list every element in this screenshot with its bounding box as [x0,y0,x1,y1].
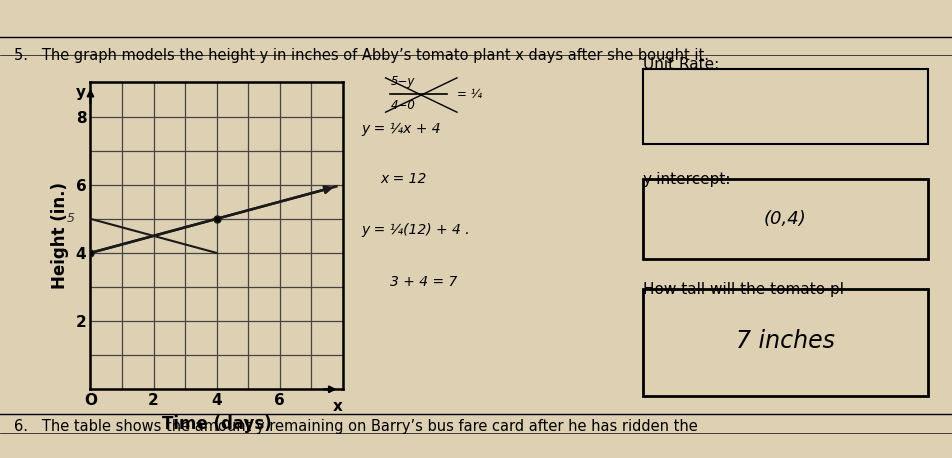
Text: x = 12: x = 12 [381,172,427,186]
Text: 3 + 4 = 7: 3 + 4 = 7 [390,275,458,289]
Y-axis label: Height (in.): Height (in.) [50,182,69,289]
Text: Unit Rate:: Unit Rate: [643,57,719,72]
Text: 6.   The table shows the amount y remaining on Barry’s bus fare card after he ha: 6. The table shows the amount y remainin… [14,419,698,434]
Text: y = ¼x + 4: y = ¼x + 4 [362,122,442,136]
Text: 5: 5 [67,213,74,225]
Text: 5.   The graph models the height y in inches of Abby’s tomato plant x days after: 5. The graph models the height y in inch… [14,48,709,63]
X-axis label: Time (days): Time (days) [162,415,271,433]
Text: 5−y: 5−y [390,75,415,88]
Text: x: x [333,399,343,414]
Text: (0,4): (0,4) [764,210,806,228]
Text: y-intercept:: y-intercept: [643,172,731,187]
Text: y: y [76,85,86,100]
Text: = ¼: = ¼ [457,87,482,101]
Text: y = ¼(12) + 4 .: y = ¼(12) + 4 . [362,223,470,237]
Text: 4−0: 4−0 [390,99,415,112]
Text: 7 inches: 7 inches [736,329,835,353]
Text: How tall will the tomato pl: How tall will the tomato pl [643,282,843,297]
